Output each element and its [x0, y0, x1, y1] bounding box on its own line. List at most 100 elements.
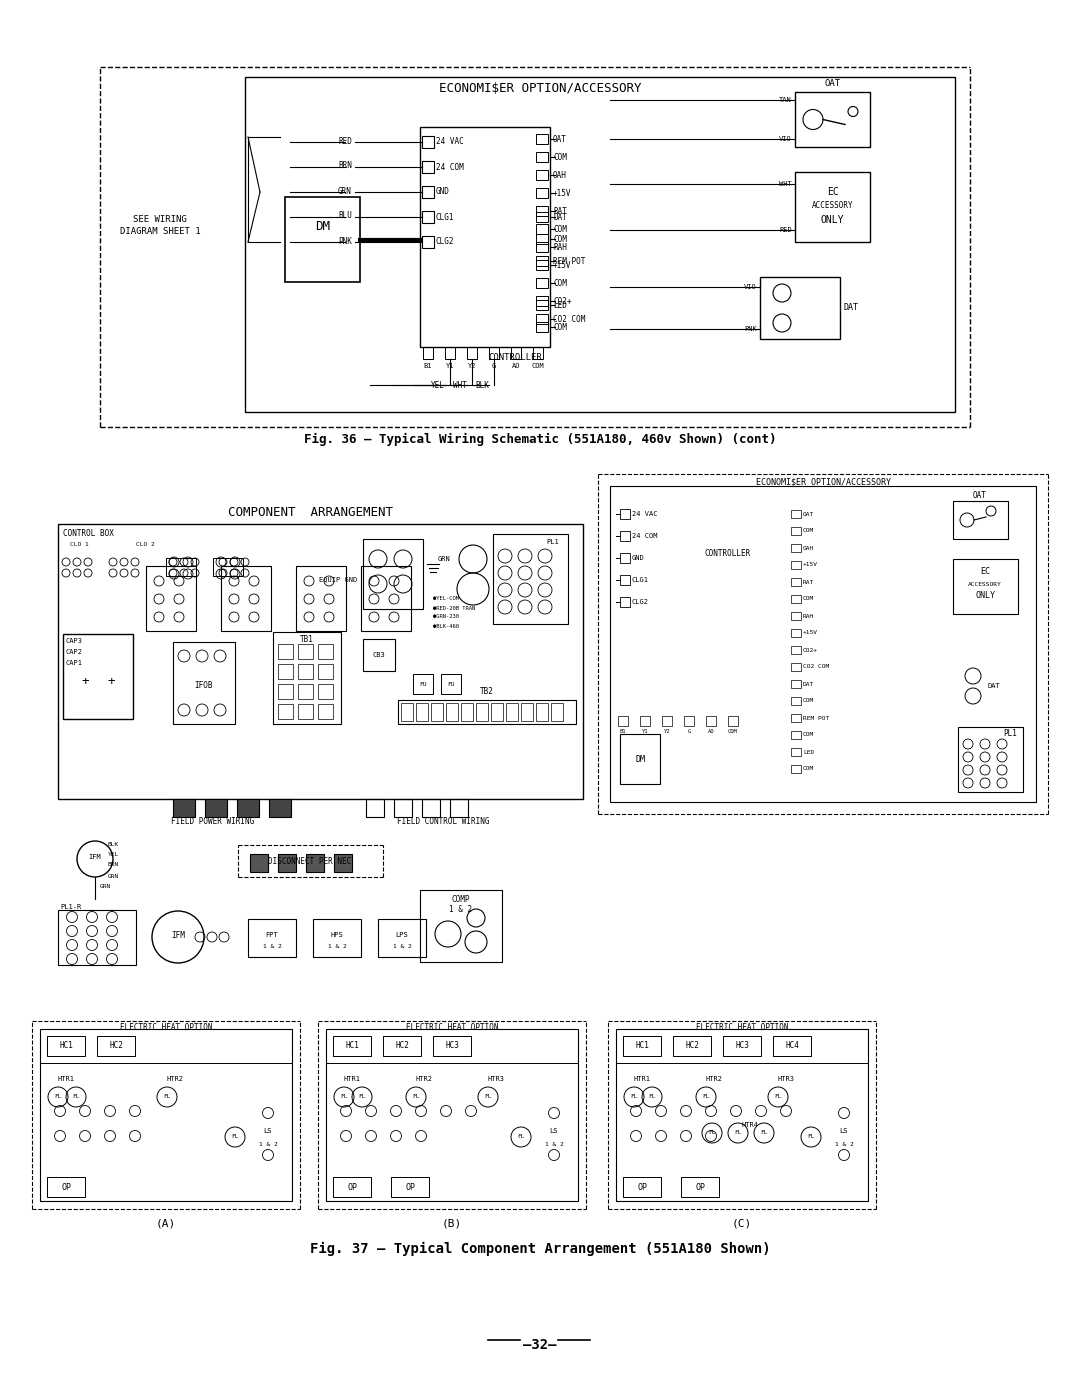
Bar: [536, 224, 548, 235]
Text: CLG2: CLG2: [436, 237, 455, 246]
Bar: [48, 1178, 85, 1197]
Text: REM POT: REM POT: [553, 257, 585, 265]
Text: TB1: TB1: [300, 634, 314, 644]
Bar: [318, 664, 333, 679]
Bar: [673, 1037, 711, 1056]
Bar: [306, 854, 324, 872]
Bar: [422, 136, 434, 148]
Text: IFM: IFM: [89, 854, 102, 861]
Text: ACCESSORY: ACCESSORY: [812, 201, 853, 210]
Bar: [620, 576, 630, 585]
Text: +15V: +15V: [804, 630, 818, 636]
Text: Y2: Y2: [468, 363, 476, 369]
Text: GRN: GRN: [338, 187, 352, 196]
Bar: [450, 799, 468, 817]
Text: BLK: BLK: [475, 380, 489, 390]
Text: DAT: DAT: [553, 212, 567, 222]
Text: ELECTRIC HEAT OPTION: ELECTRIC HEAT OPTION: [406, 1023, 498, 1031]
Text: HTR2: HTR2: [166, 1076, 184, 1083]
Text: 24 VAC: 24 VAC: [632, 511, 658, 517]
Bar: [237, 799, 259, 817]
Text: HTR1: HTR1: [57, 1076, 75, 1083]
Bar: [536, 296, 548, 306]
Text: HTR1: HTR1: [634, 1076, 650, 1083]
Text: OAT: OAT: [553, 134, 567, 144]
Text: ECONOMI$ER OPTION/ACCESSORY: ECONOMI$ER OPTION/ACCESSORY: [438, 82, 642, 95]
Text: DISCONNECT PER NEC: DISCONNECT PER NEC: [268, 856, 352, 866]
Bar: [623, 1178, 661, 1197]
Bar: [378, 919, 426, 957]
Bar: [791, 629, 801, 637]
Bar: [551, 703, 563, 721]
Text: AO: AO: [512, 363, 521, 369]
Text: YEL: YEL: [108, 852, 119, 856]
Text: FL: FL: [702, 1094, 710, 1099]
Bar: [333, 1037, 372, 1056]
Text: ONLY: ONLY: [975, 591, 995, 601]
Text: Y1: Y1: [642, 729, 648, 733]
Bar: [326, 1030, 578, 1201]
Text: FL: FL: [517, 1134, 525, 1140]
Text: CO2+: CO2+: [804, 647, 818, 652]
Bar: [681, 1178, 719, 1197]
Bar: [791, 510, 801, 518]
Text: 1 & 2: 1 & 2: [262, 944, 282, 950]
Text: OP: OP: [347, 1182, 357, 1192]
Bar: [173, 799, 195, 817]
Text: BLK: BLK: [108, 841, 119, 847]
Text: CLG1: CLG1: [436, 212, 455, 222]
Bar: [298, 644, 313, 659]
Bar: [441, 673, 461, 694]
Bar: [422, 236, 434, 249]
Text: 1 & 2: 1 & 2: [835, 1141, 853, 1147]
Text: RAH: RAH: [553, 243, 567, 251]
Text: YEL: YEL: [431, 380, 445, 390]
Text: COM: COM: [531, 363, 544, 369]
Bar: [422, 186, 434, 198]
Text: OAH: OAH: [804, 545, 814, 550]
Text: COM: COM: [804, 597, 814, 602]
Bar: [536, 235, 548, 244]
Bar: [536, 134, 548, 144]
Text: 24 COM: 24 COM: [436, 162, 463, 172]
Text: CO2+: CO2+: [553, 296, 571, 306]
Bar: [416, 703, 428, 721]
Text: HC1: HC1: [59, 1042, 73, 1051]
Bar: [334, 854, 352, 872]
Text: 1 & 2: 1 & 2: [449, 905, 473, 915]
Bar: [245, 77, 955, 412]
Text: HC2: HC2: [109, 1042, 123, 1051]
Bar: [795, 92, 870, 147]
Text: CLO 2: CLO 2: [136, 542, 154, 546]
Text: LED: LED: [553, 300, 567, 310]
Text: HC3: HC3: [445, 1042, 459, 1051]
Text: EC: EC: [826, 187, 838, 197]
Bar: [521, 703, 534, 721]
Text: B1: B1: [620, 729, 626, 733]
Bar: [146, 566, 195, 631]
Bar: [791, 731, 801, 739]
Bar: [491, 703, 503, 721]
Text: 1 & 2: 1 & 2: [327, 944, 347, 950]
Text: +: +: [107, 675, 114, 687]
Text: CLG2: CLG2: [632, 599, 649, 605]
Bar: [620, 509, 630, 520]
Text: CONTROLLER: CONTROLLER: [488, 352, 542, 362]
Text: SEE WIRING: SEE WIRING: [133, 215, 187, 224]
Bar: [422, 161, 434, 173]
Bar: [431, 703, 443, 721]
Bar: [536, 212, 548, 222]
Bar: [791, 747, 801, 756]
Bar: [728, 717, 738, 726]
Text: 1 & 2: 1 & 2: [544, 1141, 564, 1147]
Text: FIELD CONTROL WIRING: FIELD CONTROL WIRING: [396, 816, 489, 826]
Bar: [399, 700, 576, 724]
Text: WHT: WHT: [454, 380, 467, 390]
Bar: [791, 595, 801, 604]
Text: COM: COM: [553, 278, 567, 288]
Bar: [173, 643, 235, 724]
Text: GRN: GRN: [438, 556, 450, 562]
Bar: [420, 890, 502, 963]
Text: DAT: DAT: [843, 303, 858, 313]
Bar: [620, 597, 630, 608]
